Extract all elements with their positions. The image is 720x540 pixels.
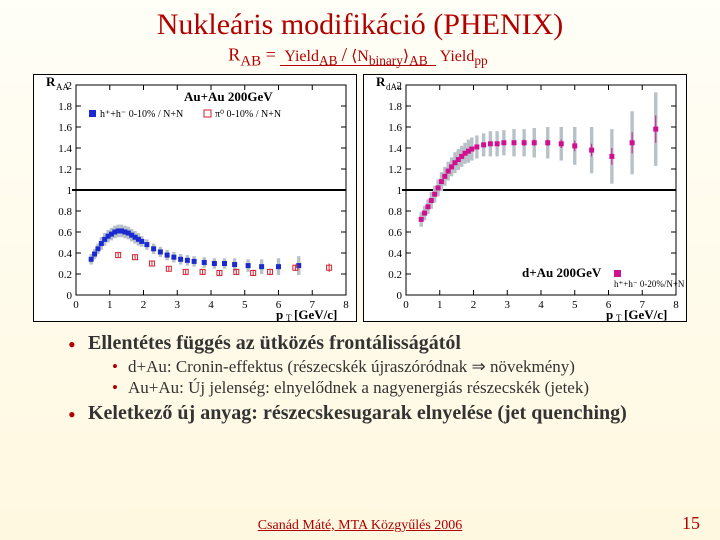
svg-text:0.6: 0.6 bbox=[388, 227, 402, 239]
svg-text:Au+Au 200GeV: Au+Au 200GeV bbox=[184, 89, 273, 104]
sub-bullet: Au+Au: Új jelenség: elnyelődnek a nagyen… bbox=[112, 378, 692, 398]
svg-text:5: 5 bbox=[242, 299, 248, 311]
svg-text:dAu: dAu bbox=[386, 82, 402, 92]
svg-text:1.4: 1.4 bbox=[388, 143, 402, 155]
svg-text:T: T bbox=[616, 313, 622, 321]
svg-text:0.8: 0.8 bbox=[388, 206, 402, 218]
svg-text:d+Au 200GeV: d+Au 200GeV bbox=[522, 265, 602, 280]
svg-text:2: 2 bbox=[141, 299, 147, 311]
svg-text:0.4: 0.4 bbox=[388, 248, 402, 260]
left-chart-auau: 01234567800.20.40.60.811.21.41.61.82RAAp… bbox=[33, 74, 357, 322]
svg-text:0.2: 0.2 bbox=[58, 269, 72, 281]
svg-text:1.8: 1.8 bbox=[388, 101, 402, 113]
svg-text:p: p bbox=[276, 307, 283, 321]
svg-text:5: 5 bbox=[572, 299, 578, 311]
svg-text:3: 3 bbox=[505, 299, 511, 311]
svg-text:1.2: 1.2 bbox=[388, 164, 402, 176]
svg-text:0: 0 bbox=[73, 299, 79, 311]
svg-text:1.4: 1.4 bbox=[58, 143, 72, 155]
svg-text:1.6: 1.6 bbox=[388, 122, 402, 134]
svg-text:8: 8 bbox=[343, 299, 349, 311]
svg-text:1: 1 bbox=[107, 299, 113, 311]
svg-text:1.8: 1.8 bbox=[58, 101, 72, 113]
svg-text:h⁺+h⁻ 0-10% / N+N: h⁺+h⁻ 0-10% / N+N bbox=[100, 109, 183, 120]
svg-text:p: p bbox=[606, 307, 613, 321]
svg-text:R: R bbox=[46, 75, 56, 89]
svg-text:R: R bbox=[376, 75, 386, 89]
charts-row: 01234567800.20.40.60.811.21.41.61.82RAAp… bbox=[26, 74, 694, 322]
svg-text:[GeV/c]: [GeV/c] bbox=[624, 307, 667, 321]
svg-text:0.4: 0.4 bbox=[58, 248, 72, 260]
svg-text:3: 3 bbox=[175, 299, 181, 311]
svg-text:AA: AA bbox=[56, 82, 69, 92]
svg-text:0: 0 bbox=[397, 290, 403, 302]
svg-text:1: 1 bbox=[67, 185, 73, 197]
svg-text:1: 1 bbox=[397, 185, 403, 197]
page-number: 15 bbox=[682, 513, 700, 534]
bullet-list: Ellentétes függés az ütközés frontálissá… bbox=[28, 332, 692, 425]
svg-text:4: 4 bbox=[208, 299, 214, 311]
svg-text:0: 0 bbox=[67, 290, 73, 302]
svg-text:8: 8 bbox=[673, 299, 679, 311]
bullet-item: Ellentétes függés az ütközés frontálissá… bbox=[68, 332, 692, 398]
svg-text:1.2: 1.2 bbox=[58, 164, 72, 176]
svg-text:π⁰ 0-10% / N+N: π⁰ 0-10% / N+N bbox=[215, 109, 281, 120]
svg-text:[GeV/c]: [GeV/c] bbox=[294, 307, 337, 321]
svg-text:h⁺+h⁻ 0-20%/N+N: h⁺+h⁻ 0-20%/N+N bbox=[614, 279, 685, 289]
svg-text:1.6: 1.6 bbox=[58, 122, 72, 134]
formula: RAB = YieldAB / ⟨Nbinary⟩AB Yieldpp bbox=[0, 44, 720, 70]
svg-text:0: 0 bbox=[403, 299, 409, 311]
svg-text:4: 4 bbox=[538, 299, 544, 311]
sub-bullet: d+Au: Cronin-effektus (részecskék újrasz… bbox=[112, 357, 692, 377]
svg-text:T: T bbox=[286, 313, 292, 321]
right-chart-dau: 01234567800.20.40.60.811.21.41.61.82RdAu… bbox=[363, 74, 687, 322]
svg-text:2: 2 bbox=[471, 299, 477, 311]
footer-text: Csanád Máté, MTA Közgyűlés 2006 bbox=[0, 518, 720, 534]
svg-text:0.6: 0.6 bbox=[58, 227, 72, 239]
bullet-item: Keletkező új anyag: részecskesugarak eln… bbox=[68, 402, 692, 425]
slide-title: Nukleáris modifikáció (PHENIX) bbox=[0, 0, 720, 42]
svg-text:0.8: 0.8 bbox=[58, 206, 72, 218]
svg-text:0.2: 0.2 bbox=[388, 269, 402, 281]
svg-text:1: 1 bbox=[437, 299, 443, 311]
